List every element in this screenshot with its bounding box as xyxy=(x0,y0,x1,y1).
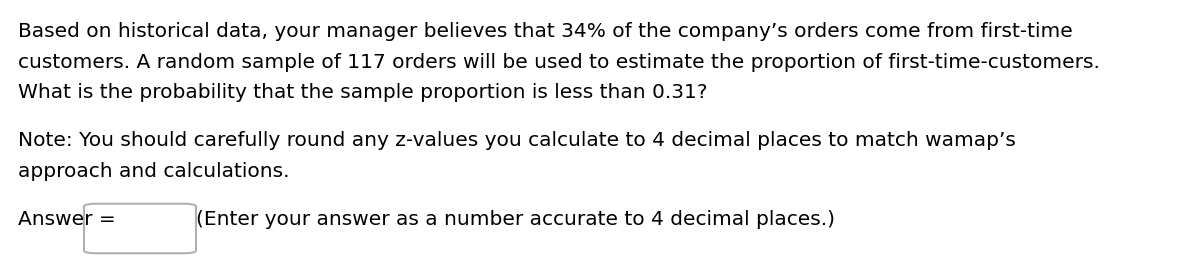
Text: Answer =: Answer = xyxy=(18,211,122,230)
Text: approach and calculations.: approach and calculations. xyxy=(18,162,289,181)
Text: customers. A random sample of 117 orders will be used to estimate the proportion: customers. A random sample of 117 orders… xyxy=(18,53,1100,71)
Text: What is the probability that the sample proportion is less than 0.31?: What is the probability that the sample … xyxy=(18,83,708,102)
Text: Based on historical data, your manager believes that 34% of the company’s orders: Based on historical data, your manager b… xyxy=(18,22,1073,41)
Text: (Enter your answer as a number accurate to 4 decimal places.): (Enter your answer as a number accurate … xyxy=(196,211,835,230)
Text: Note: You should carefully round any z-values you calculate to 4 decimal places : Note: You should carefully round any z-v… xyxy=(18,132,1016,150)
